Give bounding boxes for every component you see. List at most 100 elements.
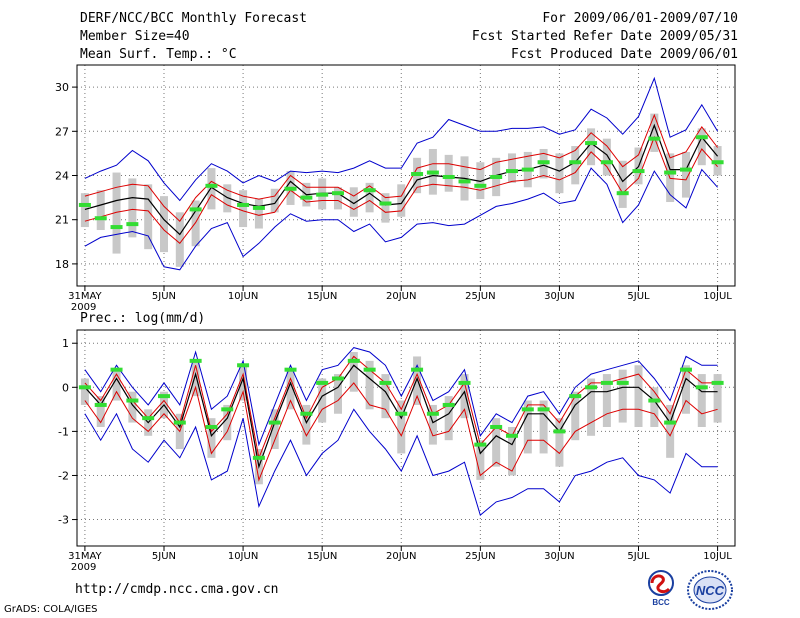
panel-precipitation: 1 0 -1 -2 -3 31MAY 5JUN 10JUN 15JUN 20JUN 25JUN 30J… — [58, 311, 736, 573]
observed-marker — [553, 429, 566, 434]
ensemble-box — [381, 193, 390, 223]
header-produced-date: Fcst Produced Date 2009/06/01 — [511, 47, 738, 62]
ensemble-box — [587, 378, 596, 436]
observed-marker — [205, 424, 218, 429]
ensemble-box — [634, 365, 643, 427]
observed-marker — [600, 160, 613, 165]
observed-marker — [126, 222, 139, 227]
plot-frame — [76, 329, 736, 547]
observed-marker — [110, 225, 123, 230]
ensemble-box — [444, 396, 453, 441]
observed-marker — [616, 380, 629, 385]
ensemble-box — [555, 418, 564, 467]
ensemble-box — [602, 138, 611, 176]
inner-lower-line — [84, 382, 718, 482]
x-tick-label: 30JUN — [544, 551, 574, 562]
observed-marker — [521, 407, 534, 412]
ensemble-box — [666, 404, 675, 458]
ensemble-box — [602, 374, 611, 427]
ensemble-box — [618, 160, 627, 208]
ensemble-box — [112, 172, 121, 254]
inner-upper-line — [84, 113, 718, 222]
observed-marker — [585, 385, 598, 390]
footer-url[interactable]: http://cmdp.ncc.cma.gov.cn — [75, 582, 279, 597]
observed-marker — [664, 170, 677, 175]
observed-marker — [442, 174, 455, 179]
observed-marker — [126, 398, 139, 403]
ensemble-box — [80, 193, 89, 228]
x-tick-label: 20JUN — [386, 551, 416, 562]
observed-marker — [569, 160, 582, 165]
ensemble-box — [681, 151, 690, 198]
panel-temperature: 18 21 24 27 30 31MAY 5JUN 10JUN 15JUN 20JUN 25JUN 3… — [55, 64, 736, 313]
bcc-logo-text: BCC — [652, 598, 670, 607]
observed-marker — [110, 367, 123, 372]
ensemble-box — [365, 360, 374, 410]
observed-marker — [189, 358, 202, 363]
observed-marker — [284, 367, 297, 372]
ensemble-box — [618, 369, 627, 423]
observed-marker — [490, 424, 503, 429]
ensemble-mean-line — [84, 364, 718, 470]
ensemble-box — [223, 404, 232, 441]
ensemble-box — [413, 356, 422, 405]
observed-marker — [648, 398, 661, 403]
observed-marker — [616, 191, 629, 196]
observed-marker — [474, 183, 487, 188]
ensemble-box — [175, 212, 184, 267]
x-tick-label: 31MAY — [68, 551, 102, 562]
observed-marker — [426, 170, 439, 175]
header-member-size: Member Size=40 — [80, 29, 190, 44]
ensemble-box — [254, 199, 263, 229]
ensemble-box — [555, 153, 564, 194]
outer-lower-line — [84, 167, 718, 271]
x-tick-label: 31MAY — [68, 291, 102, 302]
observed-marker — [664, 420, 677, 425]
observed-marker — [268, 420, 281, 425]
ensemble-box — [365, 182, 374, 213]
ensemble-box — [571, 146, 580, 185]
ensemble-box — [381, 374, 390, 419]
x-tick-label: 5JUN — [152, 291, 176, 302]
ensemble-box — [571, 391, 580, 441]
observed-marker — [505, 169, 518, 174]
x-tick-label: 15JUN — [307, 291, 337, 302]
observed-marker — [78, 385, 91, 390]
ensemble-box — [96, 396, 105, 427]
y-tick-label: 0 — [62, 381, 69, 394]
observed-marker — [490, 174, 503, 179]
ensemble-box — [697, 374, 706, 427]
observed-marker — [300, 411, 313, 416]
ensemble-box — [207, 418, 216, 458]
ensemble-box — [476, 162, 485, 200]
observed-marker — [331, 191, 344, 196]
observed-marker — [711, 380, 724, 385]
observed-marker — [316, 380, 329, 385]
inner-lower-line — [84, 135, 718, 245]
observed-marker — [411, 172, 424, 177]
header-start-date: Fcst Started Refer Date 2009/05/31 — [471, 29, 738, 44]
x-tick-label: 30JUN — [544, 291, 574, 302]
ensemble-box — [444, 154, 453, 192]
observed-marker — [252, 455, 265, 460]
ensemble-box — [587, 128, 596, 166]
ensemble-box — [650, 113, 659, 152]
ensemble-box — [318, 378, 327, 423]
observed-marker — [426, 411, 439, 416]
y-tick-label: -1 — [58, 425, 69, 438]
observed-marker — [395, 411, 408, 416]
precip-title: Prec.: log(mm/d) — [80, 311, 205, 326]
observed-marker — [284, 186, 297, 191]
observed-marker — [205, 183, 218, 188]
y-tick-label: 1 — [62, 337, 69, 350]
ncc-logo: NCC — [687, 570, 733, 610]
x-tick-label: 5JUN — [152, 551, 176, 562]
ensemble-box — [349, 187, 358, 217]
ensemble-box — [476, 440, 485, 480]
ensemble-box — [144, 184, 153, 250]
x-tick-label: 25JUN — [465, 291, 495, 302]
ensemble-box — [397, 400, 406, 454]
ensemble-box — [492, 418, 501, 467]
x-tick-label: 10JUL — [703, 291, 732, 302]
observed-marker — [474, 442, 487, 447]
